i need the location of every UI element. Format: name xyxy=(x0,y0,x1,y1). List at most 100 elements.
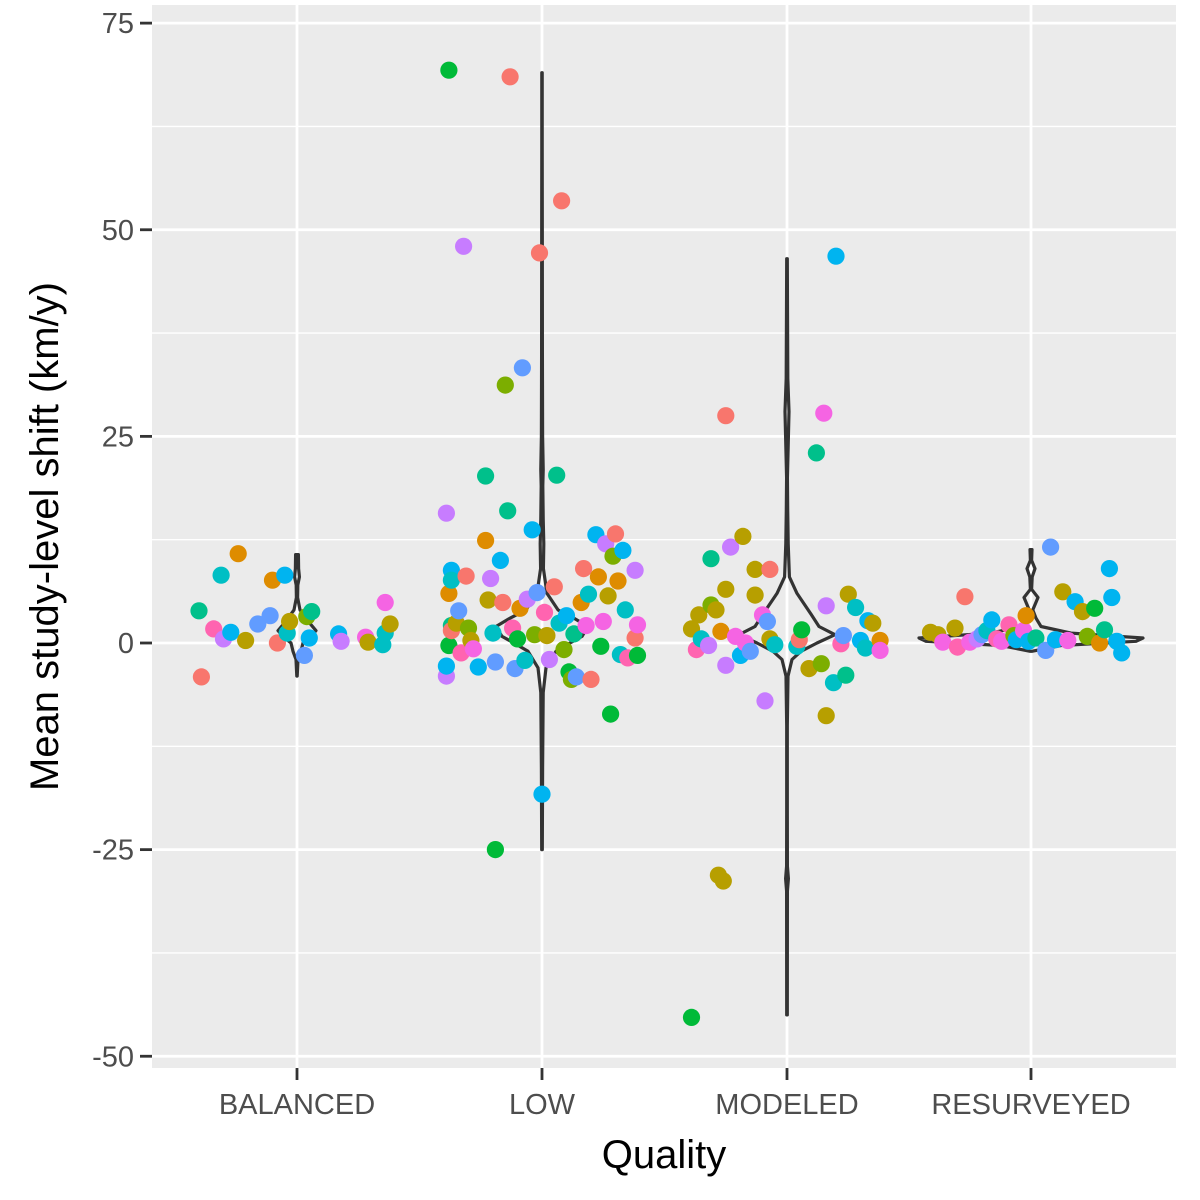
data-point xyxy=(946,619,964,637)
data-point xyxy=(548,466,566,484)
data-point xyxy=(332,632,350,650)
y-tick-label: -25 xyxy=(92,835,134,867)
data-point xyxy=(614,541,632,560)
data-point xyxy=(628,616,647,634)
data-point xyxy=(538,627,556,645)
data-point xyxy=(702,550,720,568)
data-point xyxy=(376,593,394,612)
data-point xyxy=(717,580,735,598)
data-point xyxy=(690,606,708,624)
data-point xyxy=(477,467,495,485)
data-point xyxy=(1113,644,1131,662)
y-tick-label: -50 xyxy=(92,1041,134,1073)
y-axis: -50 -25 0 25 50 75 xyxy=(92,8,152,1073)
data-point xyxy=(582,670,600,689)
minor-gridlines xyxy=(152,125,1176,954)
data-point xyxy=(1103,588,1121,607)
data-point xyxy=(479,591,497,609)
data-point xyxy=(295,646,313,665)
data-point xyxy=(523,521,541,539)
y-axis-title: Mean study-level shift (km/y) xyxy=(23,282,67,791)
data-point xyxy=(499,502,517,520)
data-point xyxy=(1046,631,1065,649)
data-point xyxy=(457,567,475,585)
data-point xyxy=(626,561,644,579)
data-point xyxy=(592,637,610,655)
data-point xyxy=(482,569,500,588)
data-point xyxy=(229,545,247,563)
data-point xyxy=(577,617,595,635)
data-point xyxy=(758,612,777,631)
data-point xyxy=(746,586,764,604)
data-point xyxy=(192,668,210,686)
data-point xyxy=(528,584,546,602)
data-point xyxy=(567,668,585,686)
data-point xyxy=(837,666,855,684)
data-point xyxy=(1086,599,1104,617)
data-point xyxy=(741,642,759,660)
data-point xyxy=(1059,631,1077,650)
data-point xyxy=(734,527,752,546)
data-point xyxy=(746,560,764,579)
data-point xyxy=(300,629,318,647)
data-point xyxy=(934,633,952,651)
y-tick-label: 50 xyxy=(102,215,134,247)
data-point xyxy=(847,598,865,617)
data-point xyxy=(626,629,644,647)
data-point xyxy=(276,566,294,584)
plot-panel xyxy=(152,5,1176,1068)
data-point xyxy=(812,655,830,673)
data-point xyxy=(222,623,240,641)
data-point xyxy=(190,602,208,620)
data-point xyxy=(486,653,504,671)
data-point xyxy=(956,588,974,606)
data-point xyxy=(516,651,534,670)
data-point xyxy=(557,607,576,625)
y-tick-label: 25 xyxy=(102,421,134,453)
data-point xyxy=(530,244,549,262)
data-point xyxy=(437,504,455,522)
data-point xyxy=(1042,538,1060,556)
data-point xyxy=(491,551,509,570)
data-point xyxy=(594,612,612,631)
data-point xyxy=(824,674,843,692)
data-point xyxy=(628,646,647,665)
data-point xyxy=(599,587,617,605)
data-point xyxy=(602,705,620,723)
data-point xyxy=(864,614,882,632)
data-point xyxy=(455,237,473,255)
y-tick-label: 75 xyxy=(102,8,134,40)
data-point xyxy=(575,560,593,578)
data-point xyxy=(486,841,504,859)
data-point xyxy=(1054,583,1072,601)
data-point xyxy=(381,615,399,633)
data-point xyxy=(856,639,875,657)
data-point xyxy=(501,68,519,86)
data-point xyxy=(717,656,735,674)
data-point xyxy=(1027,629,1045,647)
data-point xyxy=(237,631,255,650)
data-point xyxy=(1095,621,1114,639)
data-point xyxy=(565,625,583,643)
data-point xyxy=(484,624,502,642)
data-point xyxy=(609,572,627,590)
data-point xyxy=(469,658,487,676)
data-point xyxy=(508,630,527,648)
y-tick-label: 0 xyxy=(118,628,134,660)
data-point xyxy=(579,585,598,603)
data-point xyxy=(871,641,889,660)
data-point xyxy=(606,525,625,543)
x-tick-label: MODELED xyxy=(715,1089,858,1121)
data-point xyxy=(555,641,573,659)
data-point xyxy=(496,376,514,394)
data-point xyxy=(494,593,512,612)
data-point xyxy=(682,1008,701,1026)
data-point xyxy=(440,584,458,603)
data-point xyxy=(714,872,732,890)
data-point xyxy=(793,621,811,639)
data-point xyxy=(766,636,784,654)
data-point xyxy=(815,404,833,422)
data-point xyxy=(533,785,551,803)
data-point xyxy=(450,602,468,620)
